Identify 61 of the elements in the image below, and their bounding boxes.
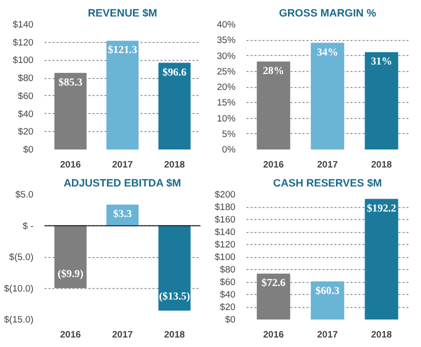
data-label: $85.3 bbox=[58, 77, 82, 88]
y-tick-label: $120 bbox=[12, 37, 34, 48]
data-label: ($9.9) bbox=[58, 269, 84, 280]
chart-title: GROSS MARGIN % bbox=[278, 8, 377, 20]
y-tick-label: $140 bbox=[214, 227, 236, 237]
y-tick-label: 25% bbox=[216, 66, 236, 76]
y-tick-label: $60 bbox=[220, 277, 236, 287]
y-tick-label: 40% bbox=[216, 20, 236, 30]
y-tick-label: 15% bbox=[216, 98, 236, 108]
x-tick-label: 2017 bbox=[112, 160, 133, 170]
x-tick-label: 2018 bbox=[164, 330, 185, 340]
y-tick-label: 20% bbox=[216, 82, 236, 92]
y-tick-label: $100 bbox=[214, 252, 236, 262]
y-tick-label: $(5.0) bbox=[9, 252, 34, 262]
x-tick-label: 2018 bbox=[164, 160, 185, 170]
y-tick-label: $ - bbox=[22, 220, 34, 231]
data-label: 34% bbox=[316, 47, 338, 58]
x-tick-label: 2017 bbox=[317, 330, 338, 340]
y-tick-label: $80 bbox=[220, 264, 236, 274]
y-tick-label: $140 bbox=[12, 20, 34, 30]
x-tick-label: 2017 bbox=[317, 160, 338, 170]
data-label: 28% bbox=[262, 66, 284, 77]
x-tick-label: 2016 bbox=[263, 330, 284, 340]
x-tick-label: 2017 bbox=[112, 330, 133, 340]
data-label: $96.6 bbox=[162, 67, 188, 78]
y-tick-label: $0 bbox=[225, 314, 236, 324]
x-tick-label: 2018 bbox=[371, 160, 392, 170]
y-tick-label: 30% bbox=[216, 50, 236, 61]
y-tick-label: 10% bbox=[216, 113, 236, 124]
data-label: 31% bbox=[370, 56, 392, 68]
data-label: $192.2 bbox=[366, 203, 396, 214]
x-tick-label: 2018 bbox=[371, 330, 392, 340]
chart-title: CASH RESERVES $M bbox=[273, 178, 382, 190]
y-tick-label: $(10.0) bbox=[4, 283, 34, 294]
y-tick-label: $20 bbox=[18, 126, 34, 137]
data-label: $60.3 bbox=[316, 286, 340, 297]
x-tick-label: 2016 bbox=[263, 160, 284, 170]
data-label: ($13.5) bbox=[158, 292, 190, 303]
chart-title: ADJUSTED EBITDA $M bbox=[64, 178, 182, 190]
y-tick-label: $(15.0) bbox=[4, 314, 34, 324]
y-tick-label: $0 bbox=[23, 144, 34, 154]
y-tick-label: 35% bbox=[216, 35, 236, 46]
y-tick-label: $60 bbox=[18, 90, 34, 101]
y-tick-label: 0% bbox=[222, 144, 236, 154]
y-tick-label: $120 bbox=[214, 240, 236, 250]
y-tick-label: $80 bbox=[18, 73, 34, 84]
data-label: $3.3 bbox=[113, 209, 132, 220]
y-tick-label: $100 bbox=[12, 55, 34, 66]
chart-title: REVENUE $M bbox=[88, 8, 158, 20]
data-label: $72.6 bbox=[262, 278, 286, 290]
y-tick-label: $5.0 bbox=[15, 190, 34, 200]
x-tick-label: 2016 bbox=[60, 160, 81, 170]
data-label: $121.3 bbox=[108, 45, 138, 56]
y-tick-label: $20 bbox=[220, 302, 236, 312]
x-tick-label: 2016 bbox=[60, 330, 81, 340]
y-tick-label: $180 bbox=[214, 202, 236, 212]
y-tick-label: $40 bbox=[220, 290, 236, 300]
y-tick-label: $160 bbox=[214, 214, 236, 224]
y-tick-label: $200 bbox=[214, 190, 236, 200]
y-tick-label: $40 bbox=[18, 108, 34, 119]
y-tick-label: 5% bbox=[222, 128, 236, 139]
